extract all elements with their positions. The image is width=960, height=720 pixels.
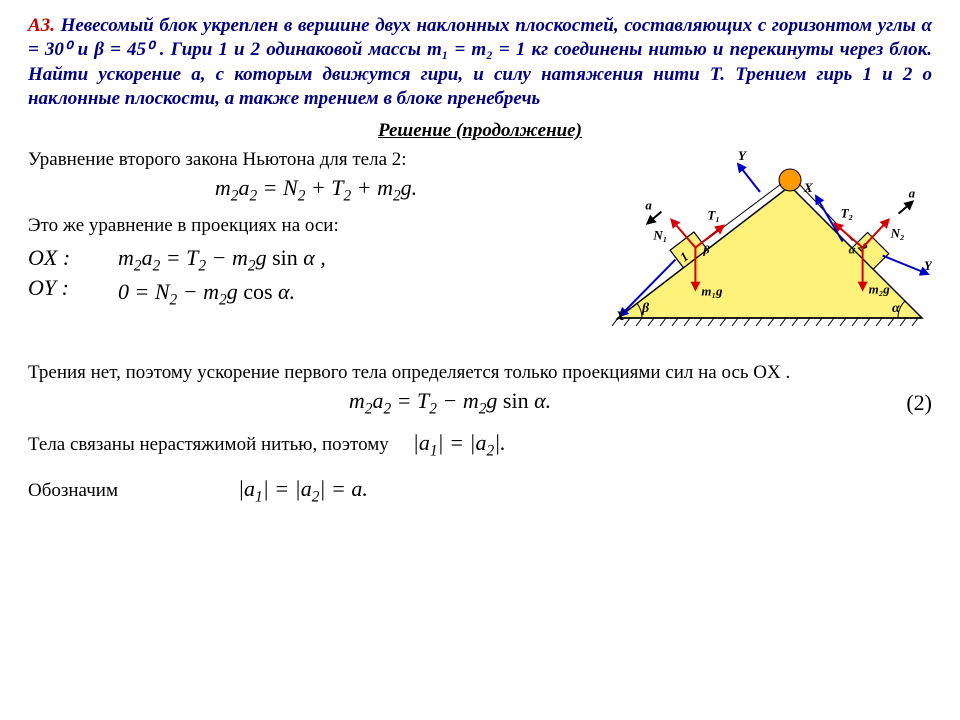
svg-text:N₁: N₁ xyxy=(652,227,667,242)
denote-row: Обозначим |a1| = |a2| = a. xyxy=(28,473,932,509)
problem-statement: А3. Невесомый блок укреплен в вершине дв… xyxy=(28,14,932,111)
body-row-1: Уравнение второго закона Ньютона для тел… xyxy=(28,148,932,355)
problem-number: А3. xyxy=(28,15,55,36)
eq-abs-a: |a1| = |a2|. xyxy=(389,429,506,461)
equation-number: (2) xyxy=(872,389,932,417)
bound-row: Тела связаны нерастяжимой нитью, поэтому… xyxy=(28,427,932,463)
svg-text:β: β xyxy=(702,242,710,256)
text-newton-body2: Уравнение второго закона Ньютона для тел… xyxy=(28,148,604,172)
svg-text:N₂: N₂ xyxy=(890,225,905,240)
svg-text:T₂: T₂ xyxy=(841,205,853,220)
svg-text:Y: Y xyxy=(738,148,747,163)
svg-text:Y: Y xyxy=(924,258,932,273)
problem-body: Невесомый блок укреплен в вершине двух н… xyxy=(28,15,932,109)
section-title: Решение (продолжение) xyxy=(28,119,932,143)
svg-text:α: α xyxy=(849,242,856,256)
svg-text:a: a xyxy=(645,197,652,212)
svg-text:T₁: T₁ xyxy=(707,207,719,222)
eq-row-numbered: m2a2 = T2 − m2g sin α. (2) xyxy=(28,385,932,421)
eq-abs-a-equal: |a1| = |a2| = a. xyxy=(118,475,368,507)
text-friction: Трения нет, поэтому ускорение первого те… xyxy=(28,361,932,385)
ox-equation: m2a2 = T2 − m2g sin α , xyxy=(118,244,326,276)
physics-diagram: 12N₁T₁m₁gaXYβN₂T₂m₂gaXYαβα xyxy=(612,148,932,348)
svg-text:β: β xyxy=(641,301,650,316)
text-denote: Обозначим xyxy=(28,479,118,503)
svg-text:m₂g: m₂g xyxy=(869,281,891,296)
eq-vector-body2: m2a2 = N2 + T2 + m2g. xyxy=(28,174,604,206)
page: А3. Невесомый блок укреплен в вершине дв… xyxy=(0,0,960,720)
projection-block: OX : OY : m2a2 = T2 − m2g sin α , 0 = N2… xyxy=(28,242,604,312)
ox-equation-repeat: m2a2 = T2 − m2g sin α. xyxy=(28,387,872,419)
text-bound: Тела связаны нерастяжимой нитью, поэтому xyxy=(28,433,389,457)
oy-equation: 0 = N2 − m2g cos α. xyxy=(118,278,326,310)
svg-text:a: a xyxy=(909,185,916,200)
diagram-column: 12N₁T₁m₁gaXYβN₂T₂m₂gaXYαβα xyxy=(604,148,932,355)
svg-text:X: X xyxy=(803,180,813,195)
oy-label: OY : xyxy=(28,274,118,302)
svg-text:m₁g: m₁g xyxy=(701,283,723,298)
text-projections: Это же уравнение в проекциях на оси: xyxy=(28,214,604,238)
ox-label: OX : xyxy=(28,244,118,272)
left-column: Уравнение второго закона Ньютона для тел… xyxy=(28,148,604,313)
svg-text:α: α xyxy=(892,301,900,316)
svg-text:X: X xyxy=(615,308,625,323)
